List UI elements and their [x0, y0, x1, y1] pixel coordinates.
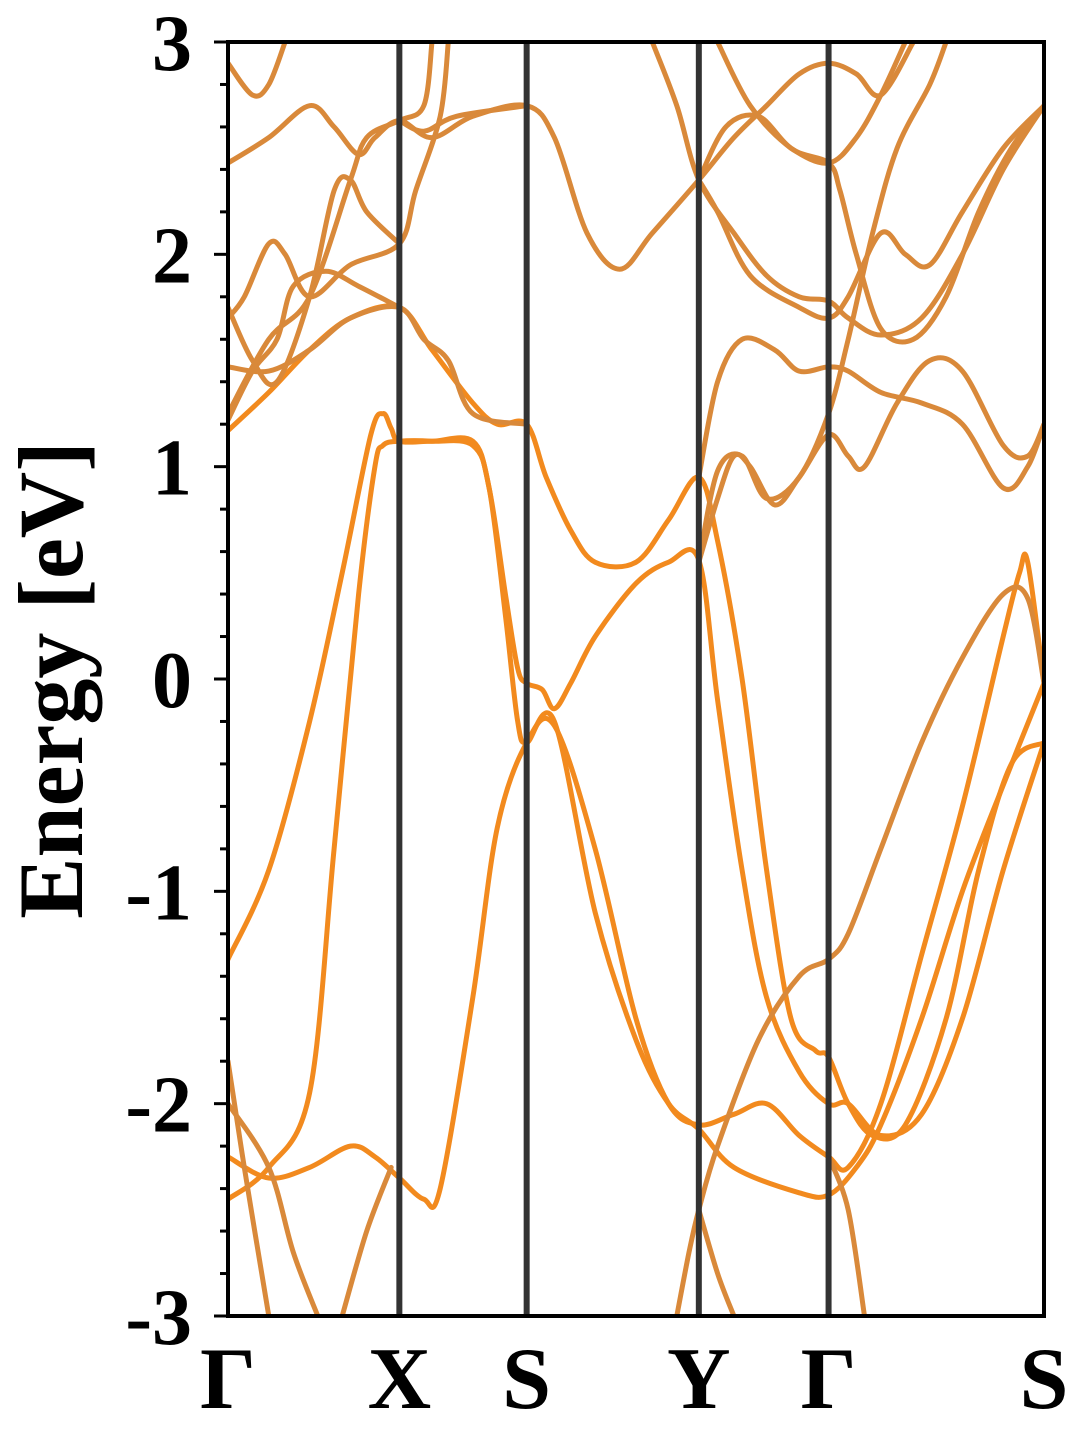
band-lines — [228, 42, 1044, 1316]
band-line — [696, 42, 908, 183]
y-tick-label: -3 — [125, 1274, 192, 1362]
high-symmetry-lines — [396, 42, 832, 1316]
y-tick-label: -1 — [125, 849, 192, 937]
kpoint-label: Y — [667, 1331, 731, 1428]
band-line — [696, 103, 1044, 321]
band-line — [228, 42, 288, 99]
band-line — [649, 42, 1044, 338]
kpoint-label: Γ — [200, 1331, 256, 1428]
y-tick-label: 3 — [152, 0, 192, 88]
y-axis-label: Energy [eV] — [0, 441, 102, 919]
band-line — [228, 174, 402, 388]
band-line — [396, 103, 530, 134]
kpoint-label: S — [1020, 1331, 1069, 1428]
y-tick-label: 0 — [152, 637, 192, 725]
kpoint-label: Γ — [801, 1331, 857, 1428]
y-tick-label: -2 — [125, 1062, 192, 1150]
band-line — [228, 42, 451, 321]
band-line — [696, 335, 1044, 492]
band-line — [696, 1207, 737, 1316]
y-tick-label: 2 — [152, 212, 192, 300]
band-line — [826, 1154, 867, 1316]
kpoint-label: S — [502, 1331, 551, 1428]
band-line — [228, 42, 435, 417]
band-line — [228, 42, 916, 272]
band-line — [228, 1058, 272, 1316]
band-line — [228, 1101, 321, 1316]
band-line — [674, 584, 1044, 1316]
band-line — [715, 42, 1044, 345]
y-tick-label: 1 — [152, 425, 192, 513]
y-tick-labels: 3 2 1 0 -1 -2 -3 — [125, 0, 228, 1362]
band-line — [228, 304, 530, 427]
kpoint-label: X — [368, 1331, 432, 1428]
band-line — [339, 1164, 394, 1316]
band-line — [228, 551, 1044, 1210]
